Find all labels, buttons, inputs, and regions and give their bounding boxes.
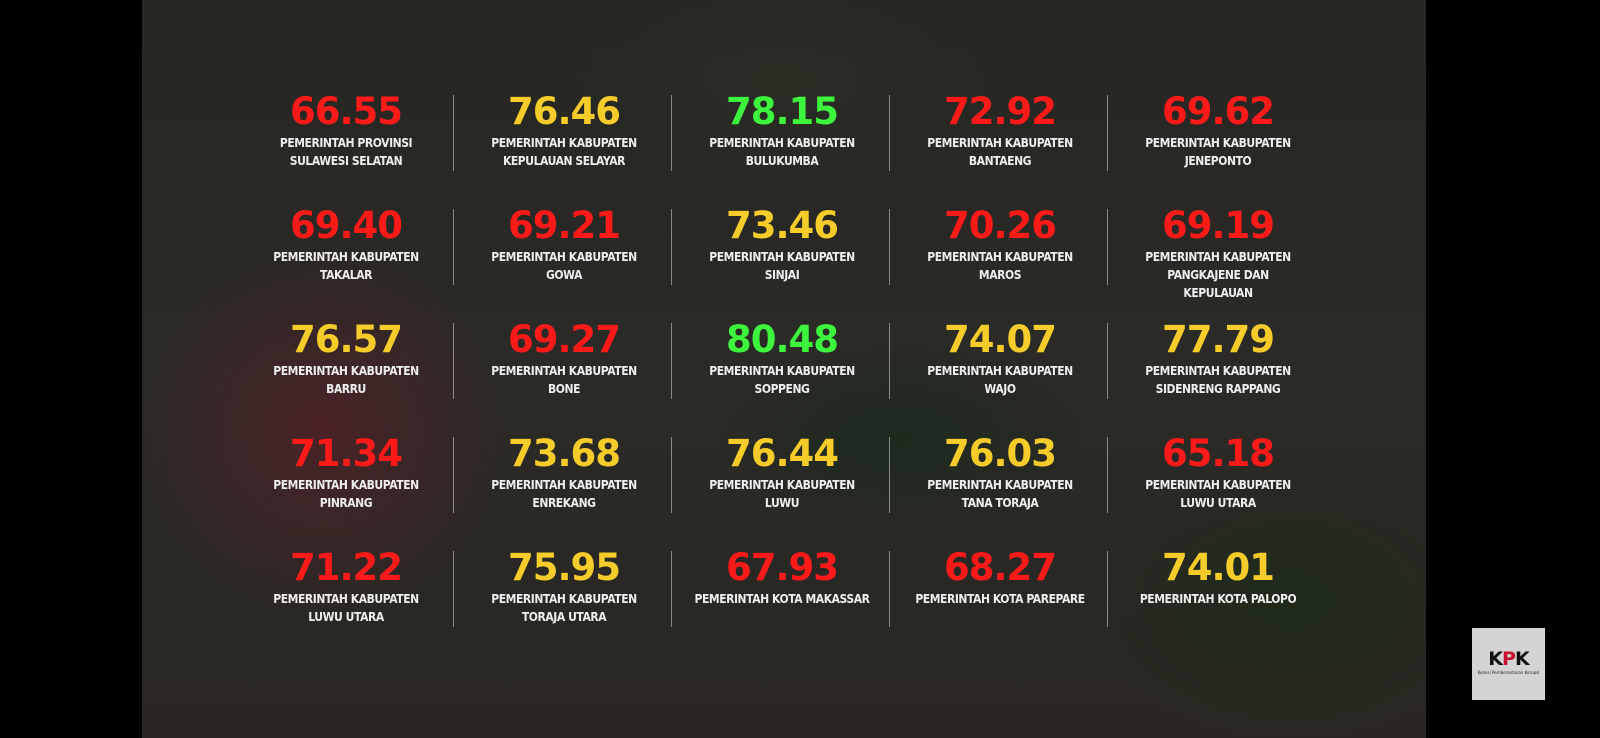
score-label: PEMERINTAH KABUPATEN GOWA (491, 250, 637, 282)
score-card: 71.34 PEMERINTAH KABUPATEN PINRANG (237, 434, 455, 548)
score-card: 78.15 PEMERINTAH KABUPATEN BULUKUMBA (671, 90, 891, 206)
score-value: 73.68 (507, 432, 621, 475)
score-value: 71.22 (289, 546, 403, 589)
background-video-frame (142, 0, 1426, 738)
score-card: 69.40 PEMERINTAH KABUPATEN TAKALAR (237, 206, 455, 320)
score-card: 73.46 PEMERINTAH KABUPATEN SINJAI (671, 204, 891, 320)
score-label: PEMERINTAH KABUPATEN BARRU (273, 364, 419, 396)
score-value: 67.93 (725, 546, 839, 589)
score-card: 71.22 PEMERINTAH KABUPATEN LUWU UTARA (237, 548, 455, 662)
score-card: 76.57 PEMERINTAH KABUPATEN BARRU (237, 320, 455, 434)
score-label: PEMERINTAH KABUPATEN LUWU UTARA (273, 592, 419, 624)
score-card: 68.27 PEMERINTAH KOTA PAREPARE (889, 546, 1109, 662)
score-card: 69.21 PEMERINTAH KABUPATEN GOWA (453, 204, 673, 320)
score-card: 74.01 PEMERINTAH KOTA PALOPO (1107, 546, 1327, 662)
score-card: 66.55 PEMERINTAH PROVINSI SULAWESI SELATA… (237, 92, 455, 206)
score-label: PEMERINTAH KABUPATEN LUWU (709, 478, 855, 510)
score-label: PEMERINTAH KABUPATEN BULUKUMBA (709, 136, 855, 168)
score-value: 69.40 (289, 204, 403, 247)
score-value: 68.27 (943, 546, 1057, 589)
score-card: 76.03 PEMERINTAH KABUPATEN TANA TORAJA (889, 432, 1109, 548)
score-label: PEMERINTAH PROVINSI SULAWESI SELATAN (279, 136, 413, 168)
score-value: 76.03 (943, 432, 1057, 475)
score-card: 69.27 PEMERINTAH KABUPATEN BONE (453, 318, 673, 434)
score-label: PEMERINTAH KABUPATEN KEPULAUAN SELAYAR (491, 136, 637, 168)
score-label: PEMERINTAH KABUPATEN ENREKANG (491, 478, 637, 510)
score-card: 76.46 PEMERINTAH KABUPATEN KEPULAUAN SELA… (453, 90, 673, 206)
score-value: 76.44 (725, 432, 839, 475)
score-value: 78.15 (725, 90, 839, 133)
score-label: PEMERINTAH KOTA PALOPO (1139, 592, 1297, 606)
score-value: 65.18 (1161, 432, 1275, 475)
score-label: PEMERINTAH KABUPATEN TORAJA UTARA (491, 592, 637, 624)
score-label: PEMERINTAH KABUPATEN BONE (491, 364, 637, 396)
score-card: 69.19 PEMERINTAH KABUPATEN PANGKAJENE DAN… (1107, 204, 1327, 320)
score-label: PEMERINTAH KABUPATEN PANGKAJENE DAN KEPU… (1145, 250, 1291, 300)
score-value: 69.62 (1161, 90, 1275, 133)
score-label: PEMERINTAH KABUPATEN TANA TORAJA (927, 478, 1073, 510)
score-value: 77.79 (1161, 318, 1275, 361)
score-value: 70.26 (943, 204, 1057, 247)
score-label: PEMERINTAH KABUPATEN WAJO (927, 364, 1073, 396)
score-value: 74.01 (1161, 546, 1275, 589)
score-card: 69.62 PEMERINTAH KABUPATEN JENEPONTO (1107, 90, 1327, 206)
score-value: 76.46 (507, 90, 621, 133)
score-card: 80.48 PEMERINTAH KABUPATEN SOPPENG (671, 318, 891, 434)
score-value: 72.92 (943, 90, 1057, 133)
score-card: 67.93 PEMERINTAH KOTA MAKASSAR (671, 546, 891, 662)
score-card: 72.92 PEMERINTAH KABUPATEN BANTAENG (889, 90, 1109, 206)
score-label: PEMERINTAH KABUPATEN MAROS (927, 250, 1073, 282)
score-card: 74.07 PEMERINTAH KABUPATEN WAJO (889, 318, 1109, 434)
score-value: 80.48 (725, 318, 839, 361)
score-card: 70.26 PEMERINTAH KABUPATEN MAROS (889, 204, 1109, 320)
score-label: PEMERINTAH KABUPATEN BANTAENG (927, 136, 1073, 168)
score-value: 75.95 (507, 546, 621, 589)
score-card: 76.44 PEMERINTAH KABUPATEN LUWU (671, 432, 891, 548)
score-value: 74.07 (943, 318, 1057, 361)
score-label: PEMERINTAH KABUPATEN TAKALAR (273, 250, 419, 282)
score-label: PEMERINTAH KOTA MAKASSAR (694, 592, 870, 606)
score-value: 69.27 (507, 318, 621, 361)
kpk-logo: KPK Komisi Pemberantasan Korupsi (1472, 628, 1545, 700)
score-value: 69.21 (507, 204, 621, 247)
score-label: PEMERINTAH KABUPATEN LUWU UTARA (1145, 478, 1291, 510)
score-value: 71.34 (289, 432, 403, 475)
score-value: 69.19 (1161, 204, 1275, 247)
score-value: 76.57 (289, 318, 403, 361)
score-value: 66.55 (289, 90, 403, 133)
score-label: PEMERINTAH KOTA PAREPARE (915, 592, 1085, 606)
score-card: 75.95 PEMERINTAH KABUPATEN TORAJA UTARA (453, 546, 673, 662)
score-label: PEMERINTAH KABUPATEN SIDENRENG RAPPANG (1145, 364, 1291, 396)
score-grid: 66.55 PEMERINTAH PROVINSI SULAWESI SELATA… (237, 92, 1327, 662)
score-card: 77.79 PEMERINTAH KABUPATEN SIDENRENG RAPP… (1107, 318, 1327, 434)
score-card: 65.18 PEMERINTAH KABUPATEN LUWU UTARA (1107, 432, 1327, 548)
score-label: PEMERINTAH KABUPATEN SOPPENG (709, 364, 855, 396)
score-value: 73.46 (725, 204, 839, 247)
score-label: PEMERINTAH KABUPATEN JENEPONTO (1145, 136, 1291, 168)
score-label: PEMERINTAH KABUPATEN PINRANG (273, 478, 419, 510)
score-card: 73.68 PEMERINTAH KABUPATEN ENREKANG (453, 432, 673, 548)
score-label: PEMERINTAH KABUPATEN SINJAI (709, 250, 855, 282)
